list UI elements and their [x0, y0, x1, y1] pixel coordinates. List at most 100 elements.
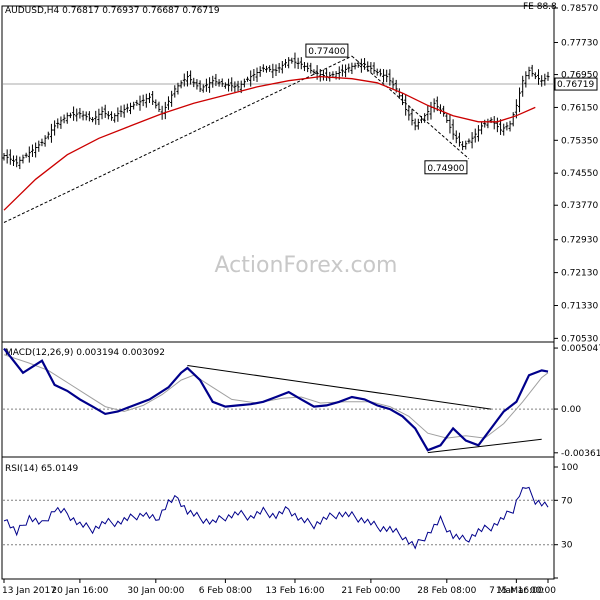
ohlc-bar [30, 144, 34, 157]
ohlc-bar [255, 67, 259, 82]
price-series: 0.77400 0.74900 [2, 43, 550, 223]
ohlc-bar [448, 114, 452, 134]
ohlc-bar [524, 71, 528, 88]
price-title: AUDUSD,H4 0.76817 0.76937 0.76687 0.7671… [5, 6, 220, 16]
ohlc-bar [242, 78, 246, 88]
ohlc-bar [166, 96, 170, 110]
ohlc-bar [195, 79, 199, 90]
price-y-tick-label: 0.76950 [561, 71, 598, 81]
ohlc-bar [157, 101, 161, 112]
ohlc-bar [432, 98, 436, 113]
last-price-badge: 0.76719 [554, 77, 598, 91]
ohlc-bar [407, 105, 411, 121]
macd-y-tick-label: 0.005047 [561, 344, 600, 354]
ohlc-bar [423, 113, 427, 123]
x-tick-label: 21 Feb 00:00 [341, 586, 400, 596]
macd-signal-line [3, 354, 549, 439]
ohlc-bar [230, 77, 234, 92]
ohlc-bar [356, 60, 360, 68]
ohlc-bar [344, 64, 348, 78]
ohlc-bar [372, 62, 376, 75]
ohlc-bar [252, 69, 256, 81]
ohlc-bar [546, 71, 550, 81]
price-y-tick-label: 0.70530 [561, 334, 598, 344]
ohlc-bar [325, 68, 329, 81]
ohlc-bar [521, 75, 525, 97]
ohlc-bar [151, 91, 155, 105]
ohlc-bar [457, 132, 461, 147]
annotation-low-box [424, 160, 468, 175]
ohlc-bar [283, 59, 287, 68]
ohlc-bar [49, 123, 53, 143]
rsi-line [3, 486, 549, 550]
ohlc-bar [480, 121, 484, 135]
x-tick-label: 13 Jan 2017 [2, 586, 56, 596]
ohlc-bar [110, 111, 114, 121]
ohlc-bar [204, 78, 208, 92]
ohlc-bar [182, 73, 186, 87]
ohlc-bar [502, 123, 506, 136]
ohlc-bar [274, 64, 278, 77]
ohlc-bar [499, 119, 503, 135]
ohlc-bar [15, 155, 19, 168]
ohlc-bar [154, 99, 158, 109]
ohlc-bar [37, 140, 41, 152]
ohlc-bar [43, 135, 47, 147]
annotation-high: 0.77400 [305, 43, 349, 58]
macd-title: MACD(12,26,9) 0.003194 0.003092 [5, 348, 165, 358]
ohlc-bar [163, 101, 167, 120]
last-price-label: 0.76719 [557, 80, 594, 90]
price-trendline [3, 55, 353, 223]
ohlc-bar [385, 69, 389, 83]
ohlc-bar [518, 87, 522, 113]
price-y-tick-label: 0.76150 [561, 103, 598, 113]
ohlc-bar [176, 82, 180, 95]
ohlc-bar [312, 69, 316, 75]
ohlc-bar [72, 106, 76, 121]
ohlc-bar [198, 80, 202, 93]
ohlc-bar [366, 61, 370, 72]
annotation-low: 0.74900 [424, 160, 468, 175]
ohlc-bar [461, 141, 465, 151]
ohlc-bar [122, 104, 126, 118]
ohlc-bar [537, 69, 541, 85]
ohlc-bar [138, 95, 142, 111]
ohlc-bar [2, 153, 6, 161]
price-y-tick-label: 0.73770 [561, 201, 598, 211]
moving-average-line [3, 75, 536, 211]
watermark: ActionForex.com [215, 253, 398, 278]
macd-y-axis: 0.005047 0.00 -0.003619 [554, 344, 600, 459]
ohlc-bar [268, 65, 272, 72]
ohlc-bar [59, 116, 63, 129]
ohlc-bar [302, 62, 306, 72]
ohlc-bar [511, 112, 515, 127]
ohlc-bar [363, 58, 367, 70]
price-panel [1, 5, 555, 343]
ohlc-bar [486, 118, 490, 129]
ohlc-bar [201, 84, 205, 93]
ohlc-bar [492, 116, 496, 130]
ohlc-bar [5, 149, 9, 164]
ohlc-bar [265, 65, 269, 73]
ohlc-bar [236, 80, 240, 92]
ohlc-bar [46, 131, 50, 140]
ohlc-bar [211, 75, 215, 88]
ohlc-bar [223, 82, 227, 89]
ohlc-bar [277, 62, 281, 73]
ohlc-bar [116, 107, 120, 122]
ohlc-bar [359, 58, 363, 73]
macd-line [3, 347, 549, 452]
ohlc-bar [261, 64, 265, 73]
macd-y-tick-label: -0.003619 [561, 449, 600, 459]
ohlc-bar [331, 71, 335, 78]
ohlc-bar [144, 93, 148, 108]
ohlc-bar [258, 66, 262, 77]
ohlc-bar [214, 73, 218, 87]
last-price-box [554, 77, 598, 91]
price-dashed-retrace [351, 55, 470, 160]
ohlc-bar [40, 138, 44, 147]
rsi-y-tick-label: 70 [561, 496, 573, 506]
ohlc-bar [505, 122, 509, 131]
ohlc-bar [350, 62, 354, 75]
